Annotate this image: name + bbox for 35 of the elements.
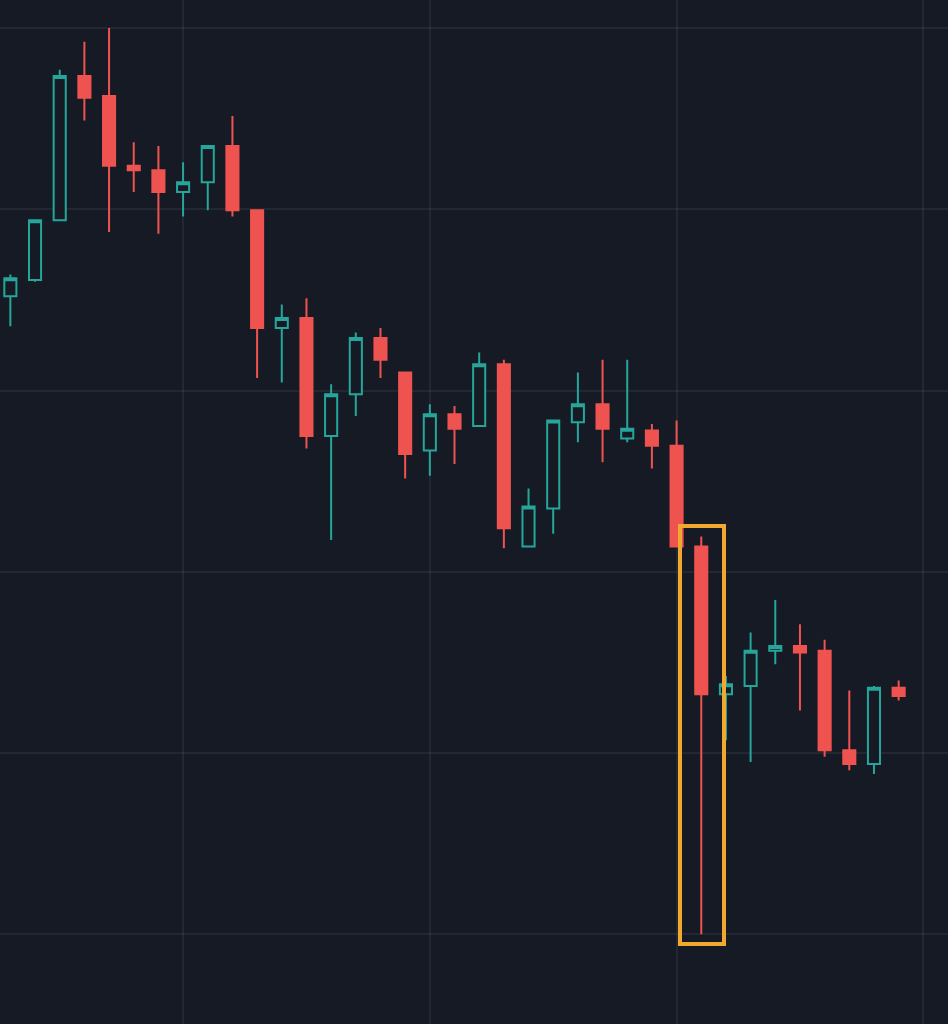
candlestick xyxy=(373,327,388,379)
candlestick xyxy=(151,144,166,235)
candlestick xyxy=(891,679,906,702)
candlestick xyxy=(792,623,807,712)
candlestick xyxy=(447,404,462,465)
candlestick xyxy=(250,209,265,379)
candlestick xyxy=(77,40,92,122)
candlestick xyxy=(866,684,882,775)
candlestick xyxy=(299,297,314,450)
candlestick xyxy=(669,419,684,548)
candlestick xyxy=(817,638,832,758)
candlestick xyxy=(52,68,67,222)
candlestick xyxy=(200,144,215,212)
candlestick xyxy=(28,219,43,283)
candlestick xyxy=(274,303,289,384)
candlestick xyxy=(324,383,339,542)
candlestick xyxy=(694,535,709,936)
candlestick xyxy=(496,358,511,550)
candlestick xyxy=(842,689,857,772)
candlestick xyxy=(521,487,536,548)
candlestick xyxy=(644,423,659,470)
candlestick xyxy=(546,419,561,535)
candlestick xyxy=(348,331,363,417)
candlestick xyxy=(398,371,413,480)
candlestick xyxy=(126,141,141,194)
candlestick xyxy=(620,358,635,444)
candlestick xyxy=(176,161,191,218)
candlestick xyxy=(595,358,610,464)
candlestick xyxy=(225,115,240,218)
candlestick xyxy=(743,631,758,764)
candlestick xyxy=(472,351,487,427)
candlestick xyxy=(570,371,585,444)
candlestick xyxy=(768,598,783,666)
candlestick xyxy=(102,27,117,233)
candlestick xyxy=(422,403,437,477)
